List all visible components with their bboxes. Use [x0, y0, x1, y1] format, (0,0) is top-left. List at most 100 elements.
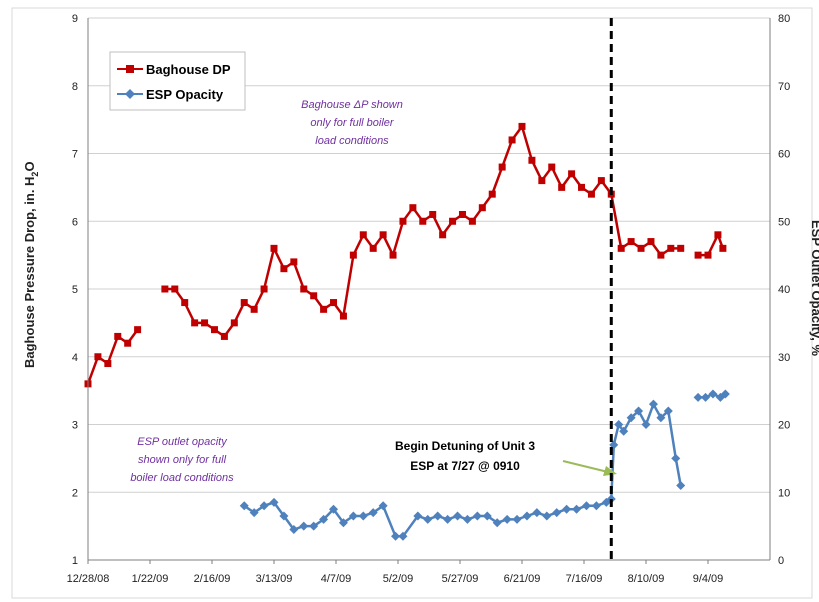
detune-note-line-2: ESP at 7/27 @ 0910: [410, 459, 520, 473]
legend-box: [109, 51, 246, 111]
data-point: [591, 501, 601, 511]
data-point: [478, 204, 486, 212]
data-point: [379, 231, 387, 239]
x-tick-label: 7/16/09: [566, 573, 603, 585]
y-axis-left-title-main: Baghouse Pressure Drop, in. H: [22, 177, 37, 368]
y-left-tick-label: 6: [72, 216, 78, 228]
data-point: [512, 514, 522, 524]
data-point: [619, 426, 629, 436]
data-point: [439, 231, 447, 239]
y-axis-left-title-sub: 2: [30, 172, 40, 177]
data-point: [250, 305, 258, 313]
data-point: [300, 285, 308, 293]
data-point: [648, 399, 658, 409]
data-point: [134, 326, 142, 334]
x-tick-label: 5/27/09: [442, 573, 479, 585]
data-point: [423, 514, 433, 524]
data-point: [694, 251, 702, 259]
data-point: [647, 238, 655, 246]
data-point: [671, 453, 681, 463]
data-point: [663, 406, 673, 416]
data-point: [240, 299, 248, 307]
data-point: [429, 210, 437, 218]
data-point: [641, 420, 651, 429]
data-point: [269, 497, 279, 507]
data-point: [433, 511, 443, 521]
data-point: [201, 319, 209, 327]
legend-baghouse-label: Baghouse DP: [146, 62, 231, 77]
data-point: [508, 136, 516, 144]
y-left-tick-label: 9: [72, 13, 78, 25]
data-point: [558, 183, 566, 191]
data-point: [492, 518, 502, 528]
baghouse-note: Baghouse ΔP shown only for full boiler l…: [301, 99, 403, 147]
y-axis-left-title: Baghouse Pressure Drop, in. H2O: [22, 161, 40, 368]
axes: [87, 18, 771, 561]
esp-note-line-2: shown only for full: [138, 454, 227, 466]
data-point: [191, 319, 199, 327]
data-point: [462, 514, 472, 524]
data-point: [587, 190, 595, 198]
y-right-tick-label: 0: [778, 555, 784, 567]
data-point: [320, 305, 328, 313]
legend-esp-marker: [125, 89, 135, 99]
data-point: [552, 508, 562, 518]
data-point: [443, 514, 453, 524]
data-point: [714, 231, 722, 239]
detune-note: Begin Detuning of Unit 3 ESP at 7/27 @ 0…: [395, 439, 617, 476]
data-point: [657, 251, 665, 259]
data-point: [329, 504, 339, 514]
x-tick-label: 2/16/09: [194, 573, 231, 585]
data-point: [488, 190, 496, 198]
series-layer: [84, 122, 730, 541]
data-point: [358, 511, 368, 521]
y-left-tick-label: 7: [72, 149, 78, 161]
y-right-tick-label: 60: [778, 149, 790, 161]
data-point: [719, 244, 727, 252]
legend-esp-label: ESP Opacity: [146, 87, 224, 102]
data-point: [413, 511, 423, 521]
y-left-tick-label: 2: [72, 487, 78, 499]
data-point: [171, 285, 179, 293]
data-point: [290, 258, 298, 266]
data-point: [104, 360, 112, 368]
data-point: [708, 389, 718, 399]
data-point: [581, 501, 591, 511]
data-point: [453, 511, 463, 521]
data-point: [701, 392, 711, 402]
data-point: [532, 508, 542, 518]
data-point: [614, 420, 624, 429]
legend: Baghouse DP ESP Opacity: [109, 51, 246, 111]
data-point: [94, 353, 102, 361]
data-point: [548, 163, 556, 171]
data-point: [310, 292, 318, 300]
data-point: [369, 244, 377, 252]
y-left-tick-label: 5: [72, 284, 78, 296]
data-point: [338, 518, 348, 528]
data-point: [270, 244, 278, 252]
data-point: [458, 210, 466, 218]
y-right-tick-label: 70: [778, 81, 790, 93]
data-point: [124, 339, 132, 347]
data-point: [676, 480, 686, 490]
detune-note-line-1: Begin Detuning of Unit 3: [395, 439, 535, 453]
series-baghouse-dp: [84, 122, 727, 388]
y-right-tick-label: 40: [778, 284, 790, 296]
detune-arrow-shaft: [562, 460, 609, 473]
data-point: [720, 389, 730, 399]
data-point: [409, 204, 417, 212]
data-point: [538, 177, 546, 185]
data-point: [634, 406, 644, 416]
x-tick-label: 8/10/09: [628, 573, 665, 585]
detune-arrow-head: [603, 466, 617, 476]
data-point: [449, 217, 457, 225]
data-point: [259, 501, 269, 511]
data-point: [617, 244, 625, 252]
data-point: [161, 285, 169, 293]
y-axis-right-title: ESP Outlet Opacity, %: [809, 220, 819, 356]
data-point: [656, 413, 666, 423]
data-point: [528, 156, 536, 164]
data-point: [522, 511, 532, 521]
